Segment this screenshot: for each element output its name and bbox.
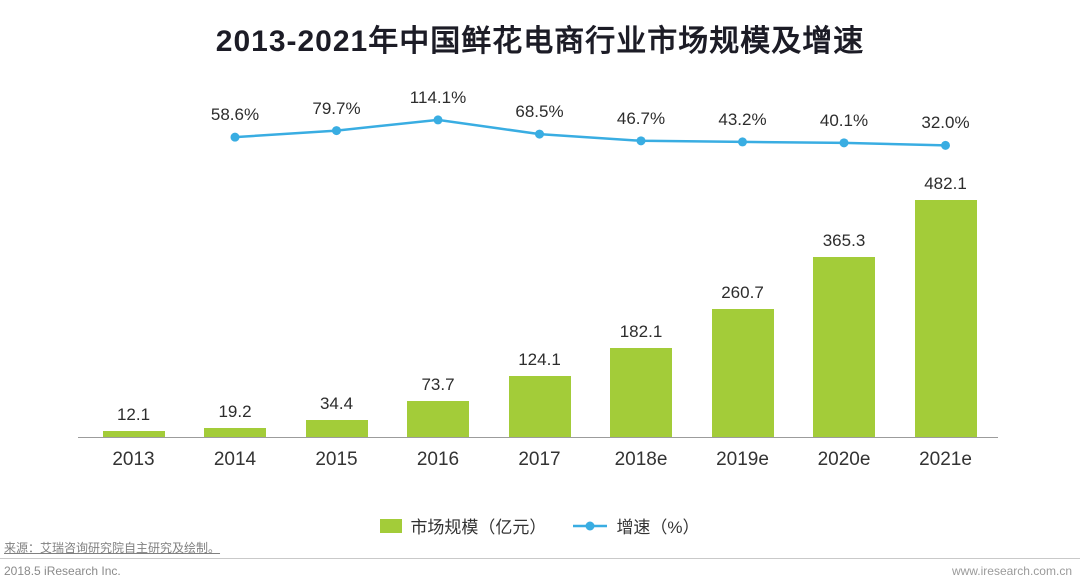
bar-value-2018e: 182.1 (619, 321, 663, 341)
footer-divider (0, 558, 1080, 559)
line-series-swatch (573, 521, 608, 530)
x-axis-label-2015: 2015 (315, 449, 358, 470)
bar-value-2020e: 365.3 (822, 231, 866, 251)
growth-point-2017 (535, 129, 544, 139)
footer-company: 2018.5 iResearch Inc. (4, 564, 121, 578)
x-axis-label-2021e: 2021e (919, 449, 972, 470)
growth-point-2020e (839, 138, 849, 148)
legend-item-growth-rate: 增速（%） (572, 513, 700, 538)
growth-label-2017: 68.5% (515, 102, 564, 122)
bar-2016 (407, 400, 469, 437)
growth-point-2021e (941, 140, 950, 150)
growth-point-2015 (332, 126, 341, 136)
growth-label-2016: 114.1% (409, 87, 467, 107)
growth-point-2016 (433, 115, 443, 125)
bar-2014 (204, 427, 266, 437)
bar-value-2016: 73.7 (421, 374, 455, 394)
bar-2018e (610, 347, 672, 437)
bar-2020e (813, 257, 875, 437)
growth-label-2020e: 40.1% (819, 110, 869, 130)
bar-value-2014: 19.2 (218, 401, 252, 421)
growth-label-2015: 79.7% (312, 98, 361, 118)
x-axis-label-2019e: 2019e (716, 449, 769, 470)
bar-2015 (305, 420, 368, 437)
bar-value-2015: 34.4 (319, 394, 354, 414)
growth-point-2018e (636, 136, 646, 146)
legend-item-market-size: 市场规模（亿元） (380, 513, 546, 538)
source-note: 来源：艾瑞咨询研究院自主研究及绘制。 (4, 541, 221, 555)
x-axis-label-2017: 2017 (518, 449, 561, 470)
growth-label-2018e: 46.7% (616, 108, 666, 128)
growth-label-2019e: 43.2% (718, 109, 767, 129)
x-axis-label-2016: 2016 (416, 449, 460, 470)
growth-label-2014: 58.6% (210, 105, 260, 125)
growth-point-2019e (738, 137, 747, 147)
bar-2017 (508, 376, 571, 437)
bar-value-2013: 12.1 (116, 405, 151, 425)
bar-series-swatch (380, 518, 403, 533)
growth-label-2021e: 32.0% (921, 113, 970, 133)
growth-point-2014 (230, 132, 240, 142)
x-axis-label-2020e: 2020e (817, 449, 871, 470)
chart-title: 2013-2021年中国鲜花电商行业市场规模及增速 (215, 25, 865, 58)
x-axis-label-2014: 2014 (213, 449, 257, 470)
bar-2019e (711, 308, 774, 437)
x-axis-line (78, 437, 998, 438)
bar-series-label: 市场规模（亿元） (410, 518, 547, 537)
legend: 市场规模（亿元） 增速（%） (0, 513, 1080, 538)
x-axis-label-2018e: 2018e (614, 449, 668, 470)
line-series-label: 增速（%） (616, 518, 700, 537)
bar-2021e (914, 200, 977, 437)
footer-website: www.iresearch.com.cn (951, 564, 1072, 578)
x-axis-label-2013: 2013 (112, 449, 155, 470)
bar-value-2021e: 482.1 (924, 174, 967, 193)
bar-value-2019e: 260.7 (721, 282, 764, 302)
bar-2013 (102, 431, 165, 437)
bar-value-2017: 124.1 (518, 350, 561, 369)
